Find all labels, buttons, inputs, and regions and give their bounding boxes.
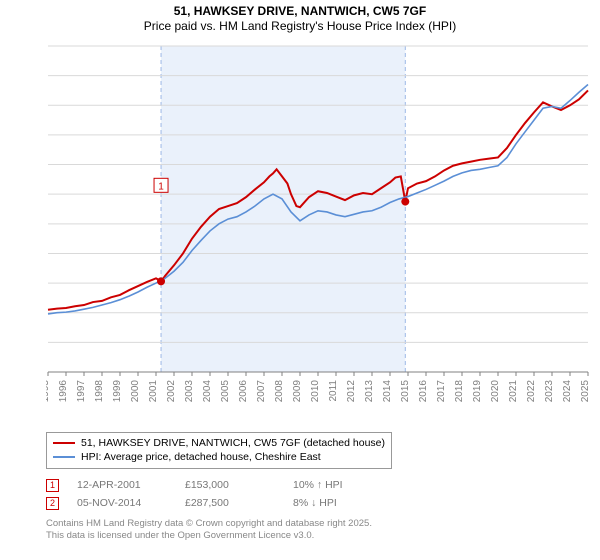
svg-text:2019: 2019 (472, 380, 483, 403)
svg-text:2005: 2005 (220, 380, 231, 403)
legend: 51, HAWKSEY DRIVE, NANTWICH, CW5 7GF (de… (46, 432, 392, 469)
event-marker: 1 (46, 479, 59, 492)
svg-text:2000: 2000 (130, 380, 141, 403)
svg-text:2020: 2020 (490, 380, 501, 403)
legend-row: 51, HAWKSEY DRIVE, NANTWICH, CW5 7GF (de… (53, 436, 385, 450)
svg-text:2018: 2018 (454, 380, 465, 403)
event-price: £287,500 (185, 497, 275, 509)
svg-text:2013: 2013 (364, 380, 375, 403)
svg-text:1995: 1995 (46, 380, 51, 403)
title-block: 51, HAWKSEY DRIVE, NANTWICH, CW5 7GF Pri… (0, 0, 600, 35)
legend-row: HPI: Average price, detached house, Ches… (53, 450, 385, 464)
svg-text:2009: 2009 (292, 380, 303, 403)
svg-text:2025: 2025 (580, 380, 590, 403)
legend-label: HPI: Average price, detached house, Ches… (81, 450, 321, 464)
legend-swatch (53, 456, 75, 458)
svg-text:2012: 2012 (346, 380, 357, 403)
svg-text:2016: 2016 (418, 380, 429, 403)
line-chart: £0£50K£100K£150K£200K£250K£300K£350K£400… (46, 44, 590, 414)
svg-text:1: 1 (158, 181, 164, 192)
svg-text:1999: 1999 (112, 380, 123, 403)
event-row: 2 05-NOV-2014 £287,500 8% ↓ HPI (46, 494, 403, 512)
svg-text:2022: 2022 (526, 380, 537, 403)
svg-text:2017: 2017 (436, 380, 447, 403)
event-marker: 2 (46, 497, 59, 510)
svg-text:2007: 2007 (256, 380, 267, 403)
event-pct: 8% ↓ HPI (293, 497, 403, 509)
attribution: Contains HM Land Registry data © Crown c… (46, 518, 372, 542)
svg-text:2006: 2006 (238, 380, 249, 403)
svg-text:2004: 2004 (202, 380, 213, 403)
svg-text:1996: 1996 (58, 380, 69, 403)
title-line2: Price paid vs. HM Land Registry's House … (0, 19, 600, 33)
events-table: 1 12-APR-2001 £153,000 10% ↑ HPI 2 05-NO… (46, 476, 403, 512)
event-date: 05-NOV-2014 (77, 497, 167, 509)
event-price: £153,000 (185, 479, 275, 491)
legend-swatch (53, 442, 75, 444)
svg-text:2002: 2002 (166, 380, 177, 403)
svg-text:1998: 1998 (94, 380, 105, 403)
title-line1: 51, HAWKSEY DRIVE, NANTWICH, CW5 7GF (0, 4, 600, 18)
svg-text:2008: 2008 (274, 380, 285, 403)
svg-text:2001: 2001 (148, 380, 159, 403)
event-pct: 10% ↑ HPI (293, 479, 403, 491)
svg-text:1997: 1997 (76, 380, 87, 403)
event-row: 1 12-APR-2001 £153,000 10% ↑ HPI (46, 476, 403, 494)
svg-text:2003: 2003 (184, 380, 195, 403)
svg-text:2014: 2014 (382, 380, 393, 403)
svg-text:2023: 2023 (544, 380, 555, 403)
svg-text:2021: 2021 (508, 380, 519, 403)
legend-label: 51, HAWKSEY DRIVE, NANTWICH, CW5 7GF (de… (81, 436, 385, 450)
svg-text:2011: 2011 (328, 380, 339, 402)
event-date: 12-APR-2001 (77, 479, 167, 491)
svg-text:2024: 2024 (562, 380, 573, 403)
attribution-line2: This data is licensed under the Open Gov… (46, 530, 372, 542)
chart-container: 51, HAWKSEY DRIVE, NANTWICH, CW5 7GF Pri… (0, 0, 600, 560)
svg-text:2015: 2015 (400, 380, 411, 403)
attribution-line1: Contains HM Land Registry data © Crown c… (46, 518, 372, 530)
svg-text:2010: 2010 (310, 380, 321, 403)
